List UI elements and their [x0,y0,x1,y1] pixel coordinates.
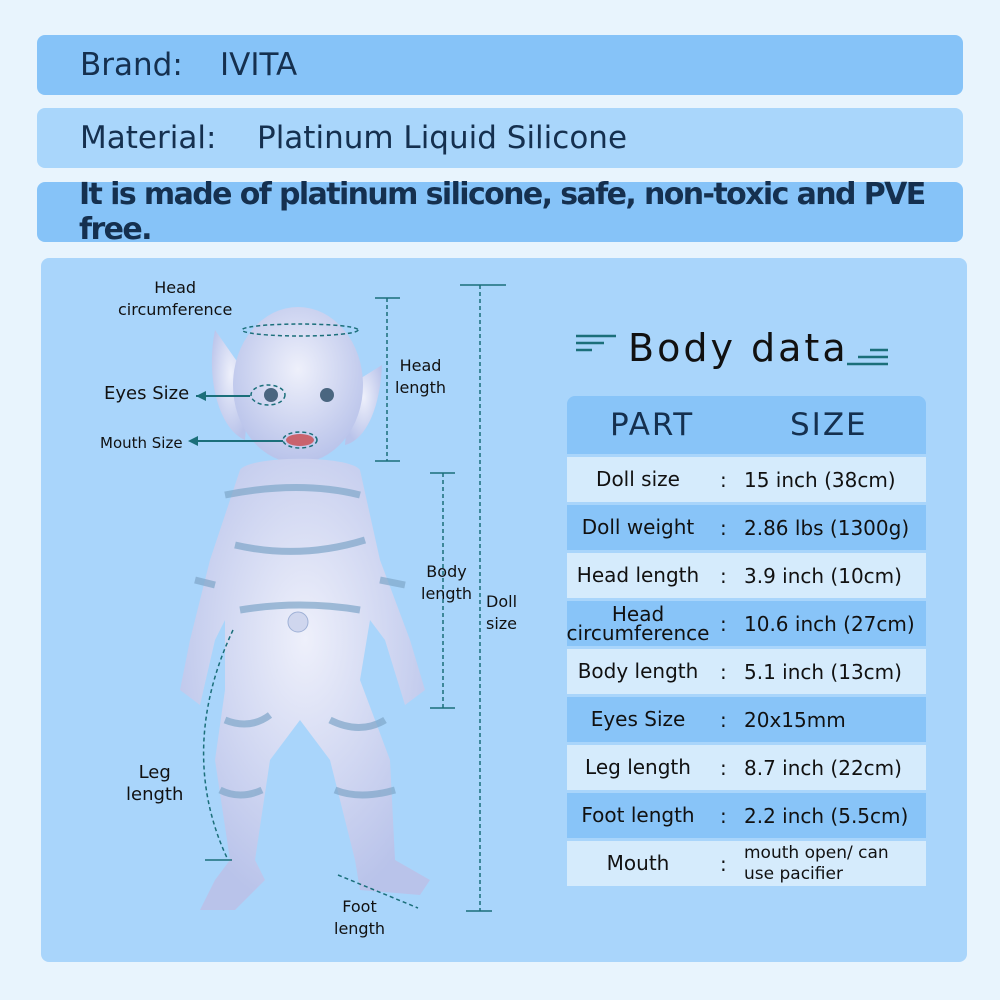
brand-label: Brand: [80,47,183,83]
row-colon: : [720,467,727,492]
table-row: Doll weight:2.86 lbs (1300g) [567,505,926,550]
annotation-line: Leg [138,762,171,783]
annotation-line: size [486,614,518,633]
table-row: Mouth: mouth open/ can use pacifier [567,841,926,886]
row-colon: : [720,659,727,684]
material-value: Platinum Liquid Silicone [257,120,628,156]
table-header: PART SIZE [567,396,926,454]
table-row: Head circumference:10.6 inch (27cm) [567,601,926,646]
row-colon: : [720,851,727,876]
annotation-head-length: Head length [395,355,446,399]
annotation-line: Head [399,356,442,375]
tagline: It is made of platinum silicone, safe, n… [79,177,926,247]
row-colon: : [720,563,727,588]
table-row: Leg length:8.7 inch (22cm) [567,745,926,790]
annotation-doll-size: Doll size [486,591,517,635]
annotation-foot-length: Foot length [334,896,385,940]
table-row: Body length:5.1 inch (13cm) [567,649,926,694]
header-size: SIZE [790,407,868,443]
annotation-line: Foot [342,897,377,916]
row-part: Leg length [585,755,691,779]
annotation-line: circumference [118,300,233,319]
table-row: Head length:3.9 inch (10cm) [567,553,926,598]
body-data-table: PART SIZE Doll size:15 inch (38cm) Doll w… [567,396,926,886]
material-label: Material: [80,120,217,156]
row-part: Doll size [596,467,680,491]
row-part: Doll weight [581,515,695,539]
row-size: 15 inch (38cm) [744,467,896,492]
annotation-line: Body [426,562,467,581]
row-part: Body length [577,659,699,683]
row-colon: : [720,803,727,828]
annotation-line: Head [154,278,197,297]
row-colon: : [720,611,727,636]
annotation-mouth-size: Mouth Size [100,434,183,452]
body-data-title: Body data [628,326,849,370]
row-colon: : [720,515,727,540]
row-size: 8.7 inch (22cm) [744,755,902,780]
annotation-line: length [126,784,184,805]
table-row: Eyes Size:20x15mm [567,697,926,742]
row-part: Mouth [606,851,670,875]
row-part: Head circumference [566,601,710,645]
annotation-line: length [395,378,446,397]
table-row: Doll size:15 inch (38cm) [567,457,926,502]
row-colon: : [720,755,727,780]
measure-lines [190,284,506,912]
row-part: Foot length [581,803,695,827]
annotation-body-length: Body length [421,561,472,605]
header-part: PART [610,407,695,443]
annotation-head-circumference: Head circumference [118,277,232,321]
row-size: 2.2 inch (5.5cm) [744,803,909,828]
annotation-leg-length: Leg length [126,762,183,806]
row-size: mouth open/ can use pacifier [744,842,889,884]
row-size: 20x15mm [744,707,846,732]
row-part: Head length [576,563,700,587]
row-size: 3.9 inch (10cm) [744,563,902,588]
annotation-line: length [334,919,385,938]
row-size: 10.6 inch (27cm) [744,611,915,636]
annotation-line: Doll [486,592,518,611]
row-colon: : [720,707,727,732]
title-decoration [576,334,888,366]
table-row: Foot length:2.2 inch (5.5cm) [567,793,926,838]
brand-value: IVITA [220,47,298,83]
material-banner: Material: Platinum Liquid Silicone [37,108,963,168]
tagline-banner: It is made of platinum silicone, safe, n… [37,177,963,247]
brand-banner: Brand: IVITA [37,35,963,95]
row-size: 2.86 lbs (1300g) [744,515,910,540]
row-part: Eyes Size [590,707,686,731]
annotation-eyes-size: Eyes Size [104,383,190,404]
row-size: 5.1 inch (13cm) [744,659,902,684]
annotation-line: length [421,584,472,603]
